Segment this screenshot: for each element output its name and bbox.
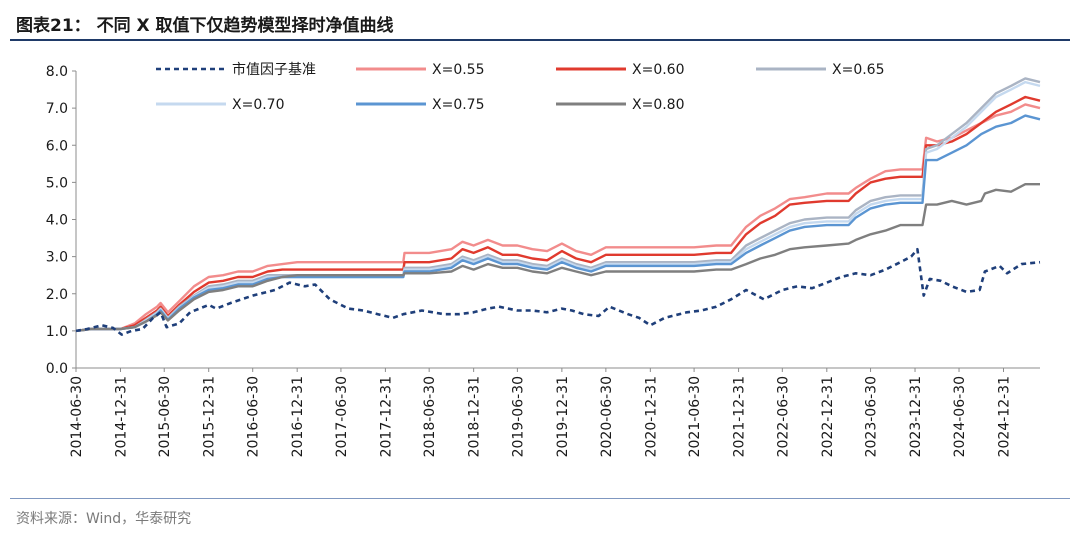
- x-tick-label: 2016-06-30: [246, 376, 262, 457]
- series-line-4: [75, 80, 1041, 333]
- x-tick-label: 2017-06-30: [334, 376, 350, 457]
- source-note: 资料来源：Wind，华泰研究: [16, 511, 192, 527]
- x-tick-label: 2015-06-30: [157, 376, 173, 457]
- legend-label-6: X=0.80: [632, 97, 685, 113]
- x-tick-label: 2015-12-31: [202, 376, 218, 457]
- x-tick-label: 2023-06-30: [864, 376, 880, 457]
- x-tick-label: 2022-12-31: [820, 376, 836, 457]
- x-tick-label: 2019-12-31: [555, 376, 571, 457]
- x-tick-label: 2019-06-30: [510, 376, 526, 457]
- x-tick-label: 2018-12-31: [467, 376, 483, 457]
- line-chart: 0.0 1.0 2.0 3.0 4.0 5.0 6.0 7.0 8.0 2014-06-30 201…: [46, 61, 1041, 457]
- figure-title: 图表21： 不同 X 取值下仅趋势模型择时净值曲线: [16, 16, 394, 36]
- footer-divider: [10, 498, 1070, 499]
- x-tick-label: 2021-12-31: [732, 376, 748, 457]
- legend-label-2: X=0.60: [632, 62, 685, 78]
- x-tick-label: 2018-06-30: [422, 376, 438, 457]
- series-line-6: [75, 183, 1040, 333]
- x-tick-label: 2023-12-31: [908, 376, 924, 457]
- x-tick-label: 2017-12-31: [378, 376, 394, 457]
- title-divider: [10, 39, 1070, 41]
- series-line-3: [75, 77, 1041, 333]
- legend-label-5: X=0.75: [432, 97, 485, 113]
- legend-label-3: X=0.65: [832, 62, 885, 78]
- x-tick-label: 2024-06-30: [952, 376, 968, 457]
- legend-label-0: 市值因子基准: [232, 61, 316, 78]
- legend-label-1: X=0.55: [432, 62, 485, 78]
- y-tick-label: 2.0: [46, 287, 68, 303]
- series-line-0: [75, 247, 1041, 336]
- x-tick-label: 2022-06-30: [775, 376, 791, 457]
- y-tick-label: 0.0: [46, 361, 68, 377]
- y-tick-label: 5.0: [46, 175, 68, 191]
- x-tick-label: 2014-06-30: [69, 376, 85, 457]
- x-tick-label: 2021-06-30: [687, 376, 703, 457]
- series-line-2: [75, 95, 1041, 333]
- y-tick-label: 8.0: [46, 64, 68, 80]
- x-tick-label: 2020-12-31: [643, 376, 659, 457]
- x-tick-label: 2014-12-31: [113, 376, 129, 457]
- series-line-5: [75, 114, 1041, 333]
- y-tick-label: 4.0: [46, 213, 68, 229]
- y-tick-label: 3.0: [46, 250, 68, 266]
- y-tick-label: 7.0: [46, 101, 68, 117]
- y-tick-label: 6.0: [46, 138, 68, 154]
- x-tick-label: 2016-12-31: [290, 376, 306, 457]
- y-tick-label: 1.0: [46, 324, 68, 340]
- legend-label-4: X=0.70: [232, 97, 285, 113]
- figure-header: 图表21： 不同 X 取值下仅趋势模型择时净值曲线: [10, 6, 1070, 41]
- x-tick-label: 2020-06-30: [599, 376, 615, 457]
- series-line-1: [75, 103, 1041, 333]
- x-tick-label: 2024-12-31: [996, 376, 1012, 457]
